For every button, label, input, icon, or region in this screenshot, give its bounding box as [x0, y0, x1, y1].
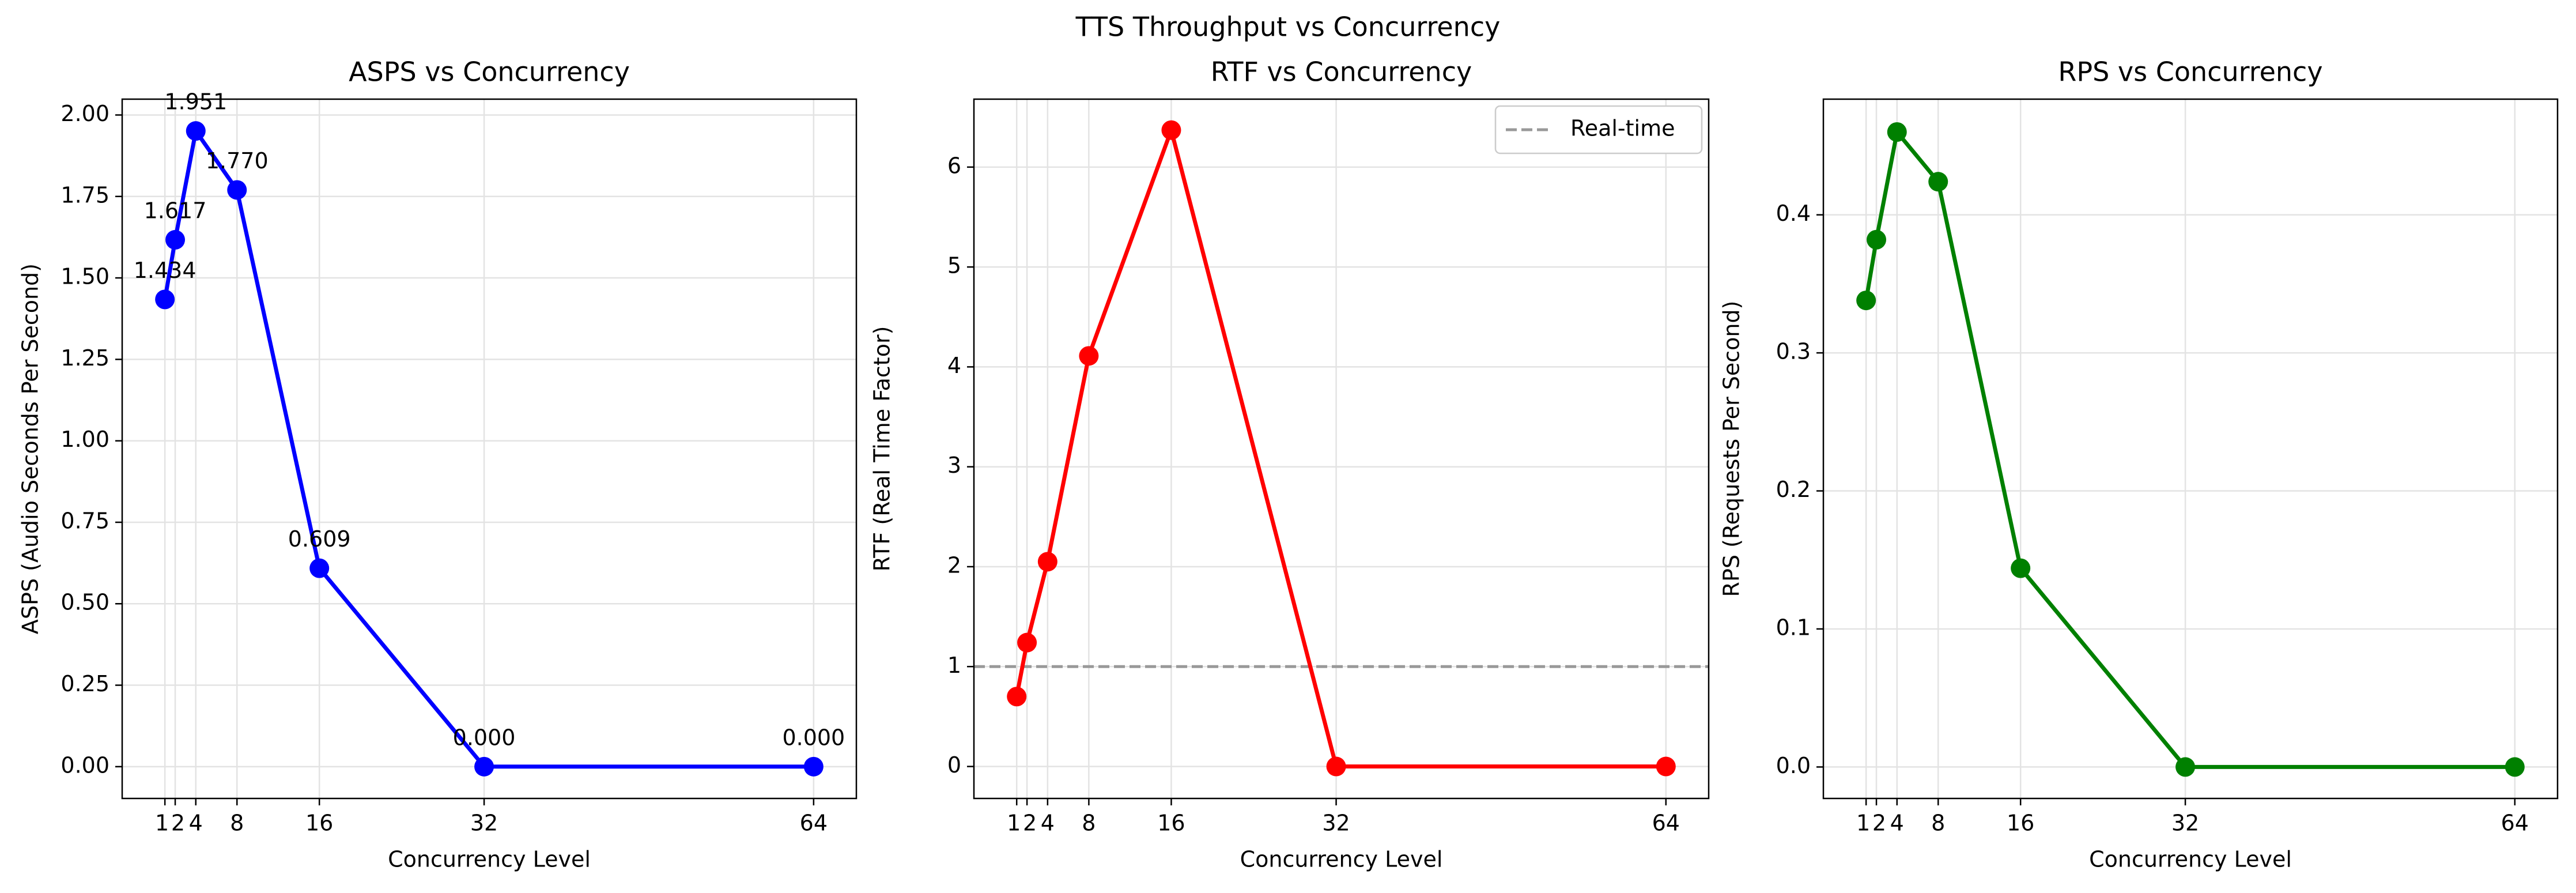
- data-point: [1867, 229, 1887, 250]
- y-axis-label: RPS (Requests Per Second): [1719, 301, 1744, 597]
- x-axis-label: Concurrency Level: [2089, 847, 2292, 872]
- y-tick-label: 6: [947, 153, 961, 178]
- y-axis-label: RTF (Real Time Factor): [870, 326, 895, 572]
- y-tick-label: 1.75: [61, 182, 109, 208]
- y-tick-label: 0.75: [61, 508, 109, 533]
- x-tick-label: 16: [305, 811, 333, 836]
- x-tick-label: 8: [1931, 811, 1945, 836]
- y-tick-label: 1: [947, 653, 961, 678]
- y-tick-label: 0.4: [1776, 201, 1811, 226]
- axes-frame: [121, 98, 858, 800]
- legend-box: [1494, 105, 1703, 155]
- x-tick-label: 2: [1872, 811, 1886, 836]
- x-axis-label: Concurrency Level: [388, 847, 591, 872]
- data-point: [1856, 291, 1876, 311]
- y-tick-label: 2: [947, 552, 961, 578]
- y-tick-label: 0: [947, 752, 961, 778]
- data-point: [1326, 756, 1346, 777]
- axes-frame: [973, 98, 1710, 800]
- x-axis-label: Concurrency Level: [1240, 847, 1443, 872]
- x-tick-label: 64: [800, 811, 828, 836]
- axes-frame: [1822, 98, 2559, 800]
- x-tick-label: 4: [1041, 811, 1055, 836]
- y-tick-label: 1.50: [61, 264, 109, 289]
- data-point: [165, 229, 186, 250]
- chart-panel-3: 1 2 4 8 16 32 64 0.0 0.1 0.2 0.3 0.4 RPS vs Concurre…: [1719, 56, 2559, 872]
- data-point: [803, 756, 824, 777]
- x-tick-label: 64: [1652, 811, 1680, 836]
- data-point: [2175, 757, 2196, 777]
- x-tick-label: 4: [1890, 811, 1904, 836]
- y-tick-label: 0.0: [1776, 753, 1811, 778]
- x-tick-label: 1: [1856, 811, 1870, 836]
- x-tick-label: 4: [189, 811, 203, 836]
- data-label: 1.617: [144, 198, 207, 223]
- x-tick-label: 2: [171, 811, 185, 836]
- y-tick-label: 0.3: [1776, 339, 1811, 364]
- chart-title: RPS vs Concurrency: [2058, 56, 2322, 88]
- data-point: [1161, 120, 1181, 140]
- figure-suptitle: TTS Throughput vs Concurrency: [1075, 12, 1501, 43]
- data-point: [1928, 172, 1948, 192]
- data-point: [1037, 552, 1057, 572]
- y-tick-label: 0.00: [61, 752, 109, 778]
- chart-title: RTF vs Concurrency: [1211, 56, 1472, 88]
- x-tick-label: 8: [230, 811, 244, 836]
- data-point: [1887, 122, 1907, 142]
- x-tick-label: 8: [1082, 811, 1096, 836]
- data-label: 1.951: [164, 89, 227, 115]
- y-tick-label: 1.25: [61, 345, 109, 371]
- y-tick-label: 0.2: [1776, 477, 1811, 502]
- x-tick-label: 16: [2007, 811, 2034, 836]
- data-label: 0.609: [288, 526, 351, 552]
- legend-entry: Real-time: [1570, 116, 1675, 141]
- x-tick-label: 64: [2501, 811, 2529, 836]
- data-point: [155, 289, 175, 310]
- x-tick-label: 16: [1157, 811, 1185, 836]
- y-tick-label: 4: [947, 353, 961, 378]
- chart-title: ASPS vs Concurrency: [349, 56, 630, 88]
- data-point: [474, 756, 494, 777]
- x-tick-label: 32: [1322, 811, 1350, 836]
- x-tick-label: 32: [2171, 811, 2199, 836]
- y-tick-label: 0.25: [61, 671, 109, 696]
- x-tick-label: 2: [1023, 811, 1037, 836]
- data-point: [1017, 632, 1037, 653]
- y-tick-label: 5: [947, 253, 961, 278]
- data-label: 1.434: [134, 258, 197, 283]
- data-label: 0.000: [782, 725, 845, 750]
- y-tick-label: 0.1: [1776, 615, 1811, 640]
- data-point: [1079, 346, 1099, 366]
- y-tick-label: 3: [947, 453, 961, 478]
- data-point: [2505, 757, 2525, 777]
- y-axis-label: ASPS (Audio Seconds Per Second): [18, 263, 43, 634]
- data-point: [309, 558, 330, 578]
- data-point: [1007, 687, 1027, 707]
- x-tick-label: 1: [155, 811, 169, 836]
- y-tick-label: 1.00: [61, 427, 109, 452]
- data-point: [186, 121, 206, 141]
- y-tick-label: 0.50: [61, 590, 109, 615]
- y-tick-label: 2.00: [61, 101, 109, 126]
- x-tick-label: 32: [470, 811, 498, 836]
- data-label: 0.000: [453, 725, 516, 750]
- chart-panel-1: 1.434 1.617 1.951 1.770 0.609 0.000 0.000 1 2 4 8 1…: [18, 56, 858, 872]
- data-point: [2011, 558, 2031, 578]
- x-tick-label: 1: [1007, 811, 1021, 836]
- data-point: [227, 180, 247, 200]
- data-label: 1.770: [206, 148, 269, 174]
- data-point: [1656, 756, 1676, 777]
